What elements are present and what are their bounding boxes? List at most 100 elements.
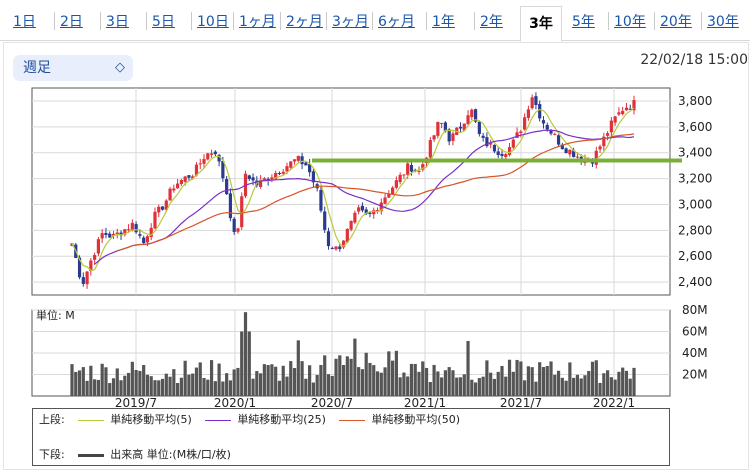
tab-2[interactable]: 2日 — [60, 14, 83, 30]
tab-13[interactable]: 5年 — [572, 14, 595, 30]
candle-body — [228, 193, 233, 219]
volume-bar — [191, 373, 195, 396]
candle-body — [138, 234, 142, 236]
candle-body — [308, 164, 312, 173]
volume-bar — [153, 380, 157, 396]
candle-body — [353, 212, 357, 223]
candle-body — [206, 153, 210, 160]
candle-body — [394, 180, 398, 188]
volume-bar — [315, 374, 319, 396]
volume-bar — [424, 367, 429, 396]
legend-row-upper: 上段: 単純移動平均(5) 単純移動平均(25) 単純移動平均(50) — [39, 412, 460, 428]
candle-body — [198, 163, 202, 165]
candle-body — [553, 133, 557, 135]
volume-bar — [104, 367, 108, 396]
legend-volume: 出来高 単位:(M株/口/枚) — [110, 448, 231, 461]
tab-1[interactable]: 1日 — [13, 14, 36, 30]
tab-7[interactable]: 2ヶ月 — [286, 14, 323, 30]
tab-separator — [326, 12, 327, 30]
volume-bar — [394, 350, 398, 396]
volume-bar — [432, 364, 436, 396]
candle-body — [357, 207, 361, 212]
volume-bar — [470, 379, 474, 396]
candle-body — [115, 232, 119, 235]
candle-body — [217, 154, 221, 162]
volume-bar — [579, 378, 583, 396]
volume-bar — [613, 379, 617, 396]
tab-4[interactable]: 5日 — [152, 14, 175, 30]
tab-separator — [280, 12, 281, 30]
candle-body — [500, 153, 504, 156]
tab-15[interactable]: 20年 — [660, 14, 692, 30]
volume-bar — [74, 371, 78, 396]
candle-body — [572, 150, 576, 158]
tab-separator — [426, 12, 427, 30]
tab-16[interactable]: 30年 — [707, 14, 739, 30]
volume-bar — [556, 370, 561, 396]
tab-12[interactable]: 3年 — [520, 6, 562, 42]
legend-ma50: 単純移動平均(50) — [371, 413, 460, 426]
volume-bar — [157, 380, 161, 396]
legend-swatch-ma25 — [205, 419, 232, 421]
candle-body — [104, 233, 108, 235]
candle-body — [526, 109, 530, 118]
tab-3[interactable]: 3日 — [106, 14, 129, 30]
candle-body — [81, 277, 85, 284]
volume-bar — [549, 361, 553, 396]
tab-separator — [654, 12, 655, 30]
candle-body — [126, 229, 131, 231]
candle-body — [292, 159, 297, 162]
volume-bar — [126, 372, 131, 396]
tab-14[interactable]: 10年 — [614, 14, 646, 30]
volume-bar — [455, 377, 459, 396]
volume-bar — [624, 370, 629, 396]
volume-bar — [583, 375, 587, 396]
candle-body — [364, 209, 368, 214]
candle-body — [590, 161, 595, 164]
volume-bar — [594, 360, 598, 396]
volume-bar — [541, 367, 546, 396]
candle-body — [187, 175, 191, 178]
volume-bar — [473, 382, 478, 396]
legend-upper-label: 上段: — [39, 413, 65, 426]
volume-bar — [511, 371, 515, 396]
x-tick-label: 2022/1 — [593, 396, 635, 410]
volume-bar — [609, 377, 613, 396]
volume-bar — [319, 365, 323, 396]
volume-bar — [515, 359, 519, 396]
tab-9[interactable]: 6ヶ月 — [378, 14, 415, 30]
tab-separator — [54, 12, 55, 30]
candle-body — [236, 228, 240, 232]
candle-body — [111, 233, 116, 236]
tab-10[interactable]: 1年 — [432, 14, 455, 30]
volume-bar — [451, 370, 455, 396]
chevron-updown-icon: ◇ — [115, 60, 125, 75]
candle-body — [326, 231, 331, 247]
volume-bar — [462, 374, 466, 396]
period-select-value: 週足 — [23, 60, 51, 76]
volume-bar — [213, 381, 217, 396]
x-tick-label: 2020/1 — [214, 396, 256, 410]
period-select[interactable]: 週足 ◇ — [13, 55, 133, 81]
volume-bar — [368, 362, 372, 396]
price-tick-label: 2,400 — [678, 275, 712, 289]
volume-bar — [575, 374, 580, 396]
tab-8[interactable]: 3ヶ月 — [332, 14, 369, 30]
volume-bar — [100, 363, 104, 396]
candle-body — [145, 236, 150, 243]
chart-legend: 上段: 単純移動平均(5) 単純移動平均(25) 単純移動平均(50) 下段: … — [32, 408, 670, 466]
volume-bar — [504, 376, 508, 396]
volume-bar — [485, 360, 489, 396]
candle-body — [451, 133, 455, 141]
volume-bar — [530, 367, 534, 396]
tab-11[interactable]: 2年 — [480, 14, 503, 30]
tab-5[interactable]: 10日 — [197, 14, 229, 30]
legend-lower-label: 下段: — [39, 448, 65, 461]
volume-bar — [353, 338, 357, 396]
volume-bars — [70, 312, 636, 396]
tab-6[interactable]: 1ヶ月 — [239, 14, 276, 30]
volume-bar — [187, 374, 191, 396]
legend-swatch-volume — [78, 453, 105, 457]
volume-bar — [398, 377, 402, 396]
volume-bar — [507, 359, 512, 396]
